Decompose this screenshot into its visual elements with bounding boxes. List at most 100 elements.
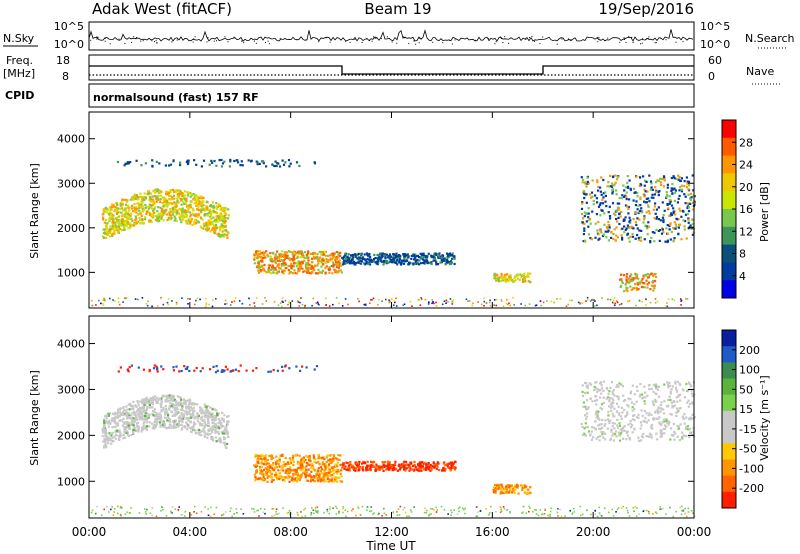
velocity-echo-cell bbox=[221, 418, 224, 421]
power-echo-cell bbox=[159, 198, 162, 201]
power-echo-cell bbox=[106, 211, 109, 214]
velocity-echo-cell bbox=[181, 409, 184, 412]
power-echo-cell bbox=[282, 163, 286, 166]
velocity-echo-cell bbox=[433, 466, 436, 469]
power-echo-cell bbox=[605, 236, 608, 239]
power-echo-cell bbox=[329, 257, 332, 260]
velocity-echo-cell bbox=[325, 464, 328, 467]
velocity-echo-cell bbox=[105, 436, 108, 439]
power-clutter-cell bbox=[550, 300, 553, 303]
power-echo-cell bbox=[356, 257, 359, 260]
velocity-echo-cell bbox=[226, 415, 229, 418]
power-echo-cell bbox=[279, 267, 282, 270]
velocity-echo-cell bbox=[425, 464, 428, 467]
velocity-echo-cell bbox=[345, 468, 348, 471]
power-echo-cell bbox=[342, 260, 345, 263]
velocity-echo-cell bbox=[201, 409, 204, 412]
velocity-echo-cell bbox=[114, 415, 117, 418]
power-echo-cell bbox=[420, 254, 423, 257]
velocity-echo-cell bbox=[298, 479, 301, 482]
power-colorbar-tick-label: 28 bbox=[739, 136, 753, 149]
power-echo-cell bbox=[213, 227, 217, 230]
power-echo-cell bbox=[340, 271, 343, 274]
velocity-echo-cell bbox=[191, 415, 194, 418]
power-echo-cell bbox=[151, 204, 154, 207]
power-echo-cell bbox=[380, 259, 383, 262]
power-echo-cell bbox=[271, 163, 274, 166]
velocity-echo-cell bbox=[409, 467, 412, 470]
velocity-echo-cell bbox=[611, 405, 614, 408]
velocity-echo-cell bbox=[143, 400, 146, 403]
power-echo-cell bbox=[287, 268, 290, 272]
power-clutter-cell bbox=[181, 297, 183, 299]
velocity-echo-cell bbox=[125, 430, 129, 433]
power-echo-cell bbox=[215, 202, 218, 205]
velocity-echo-cell bbox=[264, 457, 267, 460]
noise-search-point bbox=[391, 41, 393, 43]
power-echo-cell bbox=[139, 219, 142, 222]
power-echo-cell bbox=[163, 200, 166, 203]
power-echo-cell bbox=[116, 231, 120, 234]
velocity-echo-cell bbox=[105, 446, 108, 449]
power-echo-cell bbox=[639, 209, 642, 212]
power-echo-cell bbox=[125, 216, 128, 219]
power-echo-cell bbox=[189, 192, 192, 195]
power-clutter-cell bbox=[403, 303, 406, 306]
velocity-echo-cell bbox=[613, 427, 616, 430]
power-echo-cell bbox=[282, 260, 285, 263]
power-echo-cell bbox=[628, 281, 631, 284]
velocity-echo-cell bbox=[430, 468, 433, 471]
velocity-echo-cell bbox=[203, 406, 206, 409]
power-echo-cell bbox=[642, 218, 646, 221]
power-echo-cell bbox=[582, 190, 586, 193]
power-echo-cell bbox=[110, 205, 113, 209]
power-echo-cell bbox=[687, 218, 690, 221]
power-echo-cell bbox=[642, 276, 645, 279]
velocity-echo-cell bbox=[594, 428, 597, 431]
power-echo-cell bbox=[680, 184, 684, 187]
velocity-echo-cell bbox=[442, 462, 445, 465]
velocity-echo-cell bbox=[611, 434, 614, 437]
power-echo-cell bbox=[120, 215, 123, 218]
power-echo-cell bbox=[104, 224, 108, 227]
power-echo-cell bbox=[344, 258, 347, 261]
power-clutter-cell bbox=[441, 303, 444, 306]
power-echo-cell bbox=[211, 226, 214, 229]
velocity-echo-cell bbox=[313, 469, 316, 472]
velocity-echo-cell bbox=[122, 407, 125, 410]
power-echo-cell bbox=[171, 213, 174, 216]
power-echo-cell bbox=[212, 211, 216, 214]
velocity-echo-cell bbox=[602, 389, 605, 392]
velocity-echo-cell bbox=[135, 425, 138, 428]
power-echo-cell bbox=[306, 267, 309, 270]
power-echo-cell bbox=[163, 210, 166, 213]
power-echo-cell bbox=[202, 227, 205, 230]
power-echo-cell bbox=[410, 257, 413, 260]
velocity-echo-cell bbox=[156, 401, 159, 404]
power-echo-cell bbox=[684, 220, 687, 223]
velocity-echo-cell bbox=[586, 412, 589, 415]
velocity-echo-cell bbox=[429, 469, 432, 472]
velocity-echo-cell bbox=[406, 463, 409, 466]
velocity-echo-cell bbox=[267, 470, 270, 473]
velocity-echo-cell bbox=[618, 424, 622, 427]
power-clutter-cell bbox=[312, 297, 315, 300]
power-echo-cell bbox=[517, 277, 520, 280]
power-echo-cell bbox=[585, 185, 588, 188]
power-echo-cell bbox=[152, 209, 155, 212]
power-echo-cell bbox=[335, 255, 338, 259]
velocity-echo-cell bbox=[140, 410, 143, 414]
velocity-echo-cell bbox=[199, 424, 202, 427]
power-echo-cell bbox=[654, 272, 657, 276]
power-clutter-cell bbox=[277, 304, 280, 307]
velocity-echo-cell bbox=[125, 421, 128, 424]
velocity-echo-cell bbox=[128, 402, 131, 406]
power-echo-cell bbox=[332, 265, 335, 268]
power-echo-cell bbox=[504, 280, 507, 283]
noise-search-point bbox=[156, 42, 158, 44]
power-echo-cell bbox=[627, 207, 630, 211]
power-echo-cell bbox=[196, 197, 199, 200]
velocity-echo-cell bbox=[644, 402, 647, 405]
power-echo-cell bbox=[686, 202, 689, 205]
power-echo-cell bbox=[594, 194, 597, 197]
